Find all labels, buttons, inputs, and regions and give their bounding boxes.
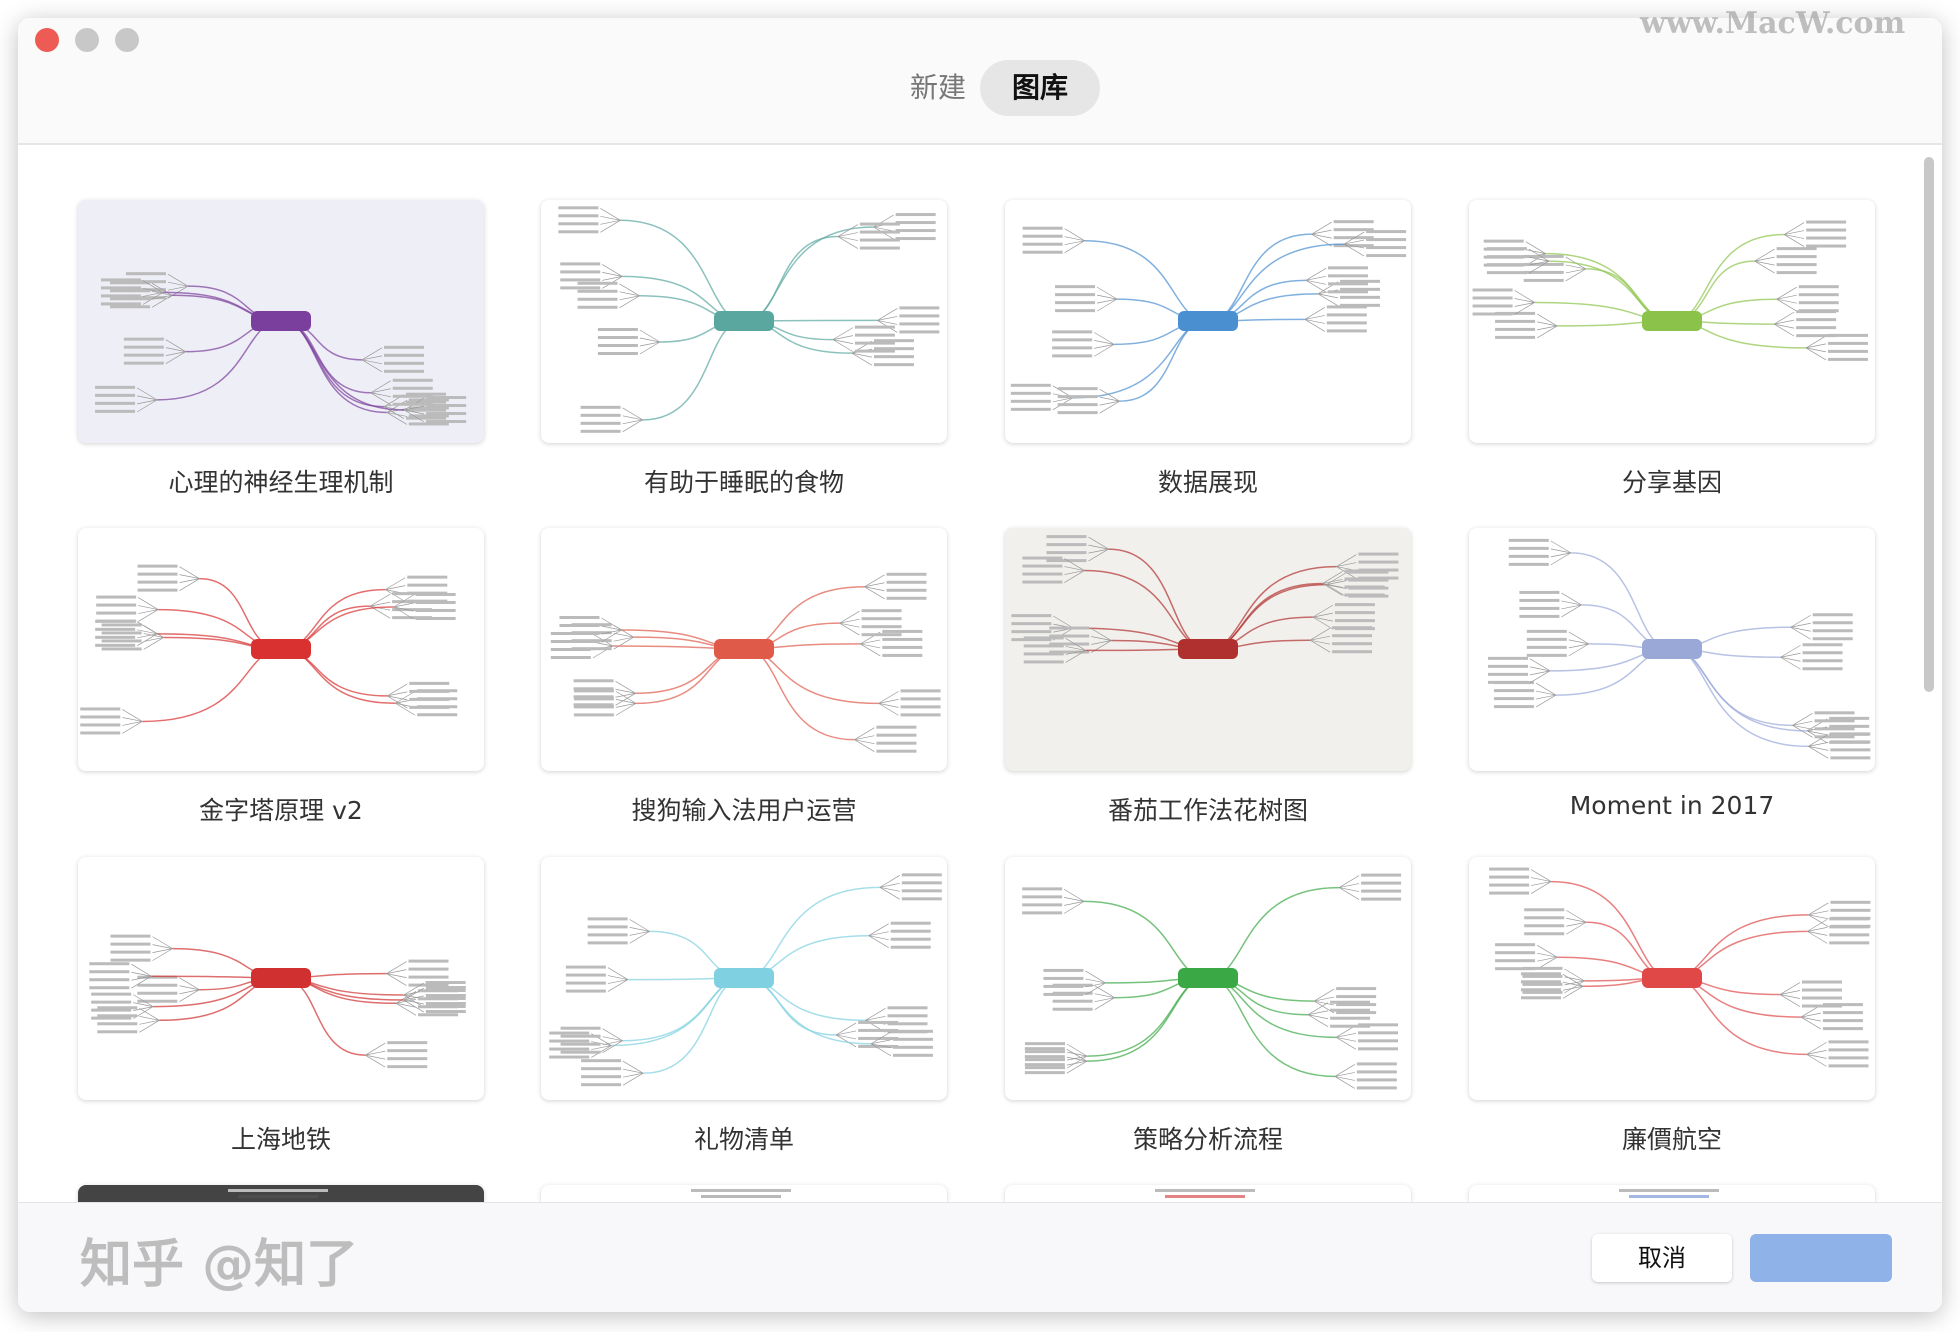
template-thumbnail[interactable]: [1005, 528, 1411, 771]
template-card[interactable]: 金字塔原理 v2: [78, 528, 484, 827]
template-title: Moment in 2017: [1569, 791, 1775, 820]
template-title: 数据展现: [1157, 468, 1258, 497]
watermark-bottom: 知乎 @知了: [80, 1235, 359, 1295]
template-thumbnail[interactable]: [78, 200, 484, 443]
template-card[interactable]: 策略分析流程: [1005, 857, 1411, 1156]
template-thumbnail[interactable]: [1469, 528, 1875, 771]
template-card[interactable]: 廉價航空: [1469, 857, 1875, 1156]
template-card[interactable]: 有助于睡眠的食物: [541, 200, 947, 499]
template-thumbnail[interactable]: [541, 1185, 947, 1202]
template-thumbnail[interactable]: [1005, 1185, 1411, 1202]
template-card[interactable]: 礼物清单: [541, 857, 947, 1156]
template-thumbnail[interactable]: [78, 1185, 484, 1202]
template-title: 心理的神经生理机制: [168, 468, 394, 497]
cancel-button[interactable]: 取消: [1592, 1234, 1732, 1282]
template-card[interactable]: 番茄工作法花树图: [1005, 528, 1411, 827]
template-title: 廉價航空: [1621, 1125, 1722, 1154]
template-card[interactable]: 搜狗输入法用户运营: [541, 528, 947, 827]
template-grid: 心理的神经生理机制 有助于睡眠的食物 数据展现 分享基因金字塔原理 v2 搜狗输入法用户…: [18, 147, 1942, 1202]
template-card[interactable]: 分享基因: [1469, 200, 1875, 499]
confirm-button[interactable]: [1750, 1234, 1892, 1282]
close-button[interactable]: [35, 28, 59, 52]
template-thumbnail[interactable]: [541, 528, 947, 771]
template-thumbnail[interactable]: [541, 857, 947, 1100]
template-card[interactable]: 数据展现: [1005, 200, 1411, 499]
tab-new[interactable]: 新建: [909, 71, 966, 104]
template-thumbnail[interactable]: [1469, 200, 1875, 443]
template-thumbnail[interactable]: [1469, 857, 1875, 1100]
template-thumbnail[interactable]: [541, 200, 947, 443]
template-title: 番茄工作法花树图: [1107, 796, 1308, 825]
template-card[interactable]: 上海地铁: [78, 857, 484, 1156]
template-title: 金字塔原理 v2: [199, 796, 363, 825]
scrollbar[interactable]: [1924, 157, 1934, 692]
tab-library[interactable]: 图库: [980, 60, 1100, 116]
template-card[interactable]: Moment in 2017: [1469, 528, 1875, 820]
template-thumbnail[interactable]: [1005, 200, 1411, 443]
template-card[interactable]: [78, 1185, 484, 1202]
template-gallery-window: 新建 图库 心理的神经生理机制 有助于睡眠的食物 数据展现 分享基因金字塔原理 v2 搜…: [18, 18, 1942, 1312]
watermark-top: www.MacW.com: [1640, 6, 1906, 41]
template-title: 有助于睡眠的食物: [643, 468, 844, 497]
template-card[interactable]: [1005, 1185, 1411, 1202]
template-card[interactable]: [541, 1185, 947, 1202]
template-card[interactable]: [1469, 1185, 1875, 1202]
template-title: 分享基因: [1621, 468, 1722, 497]
template-title: 搜狗输入法用户运营: [631, 796, 857, 825]
template-thumbnail[interactable]: [1005, 857, 1411, 1100]
zoom-button[interactable]: [115, 28, 139, 52]
template-thumbnail[interactable]: [78, 528, 484, 771]
template-card[interactable]: 心理的神经生理机制: [78, 200, 484, 499]
title-bar: 新建 图库: [18, 18, 1942, 145]
template-title: 上海地铁: [230, 1125, 331, 1154]
template-title: 策略分析流程: [1132, 1125, 1283, 1154]
template-thumbnail[interactable]: [78, 857, 484, 1100]
template-title: 礼物清单: [693, 1125, 794, 1154]
minimize-button[interactable]: [75, 28, 99, 52]
template-thumbnail[interactable]: [1469, 1185, 1875, 1202]
footer: 取消: [18, 1202, 1942, 1312]
